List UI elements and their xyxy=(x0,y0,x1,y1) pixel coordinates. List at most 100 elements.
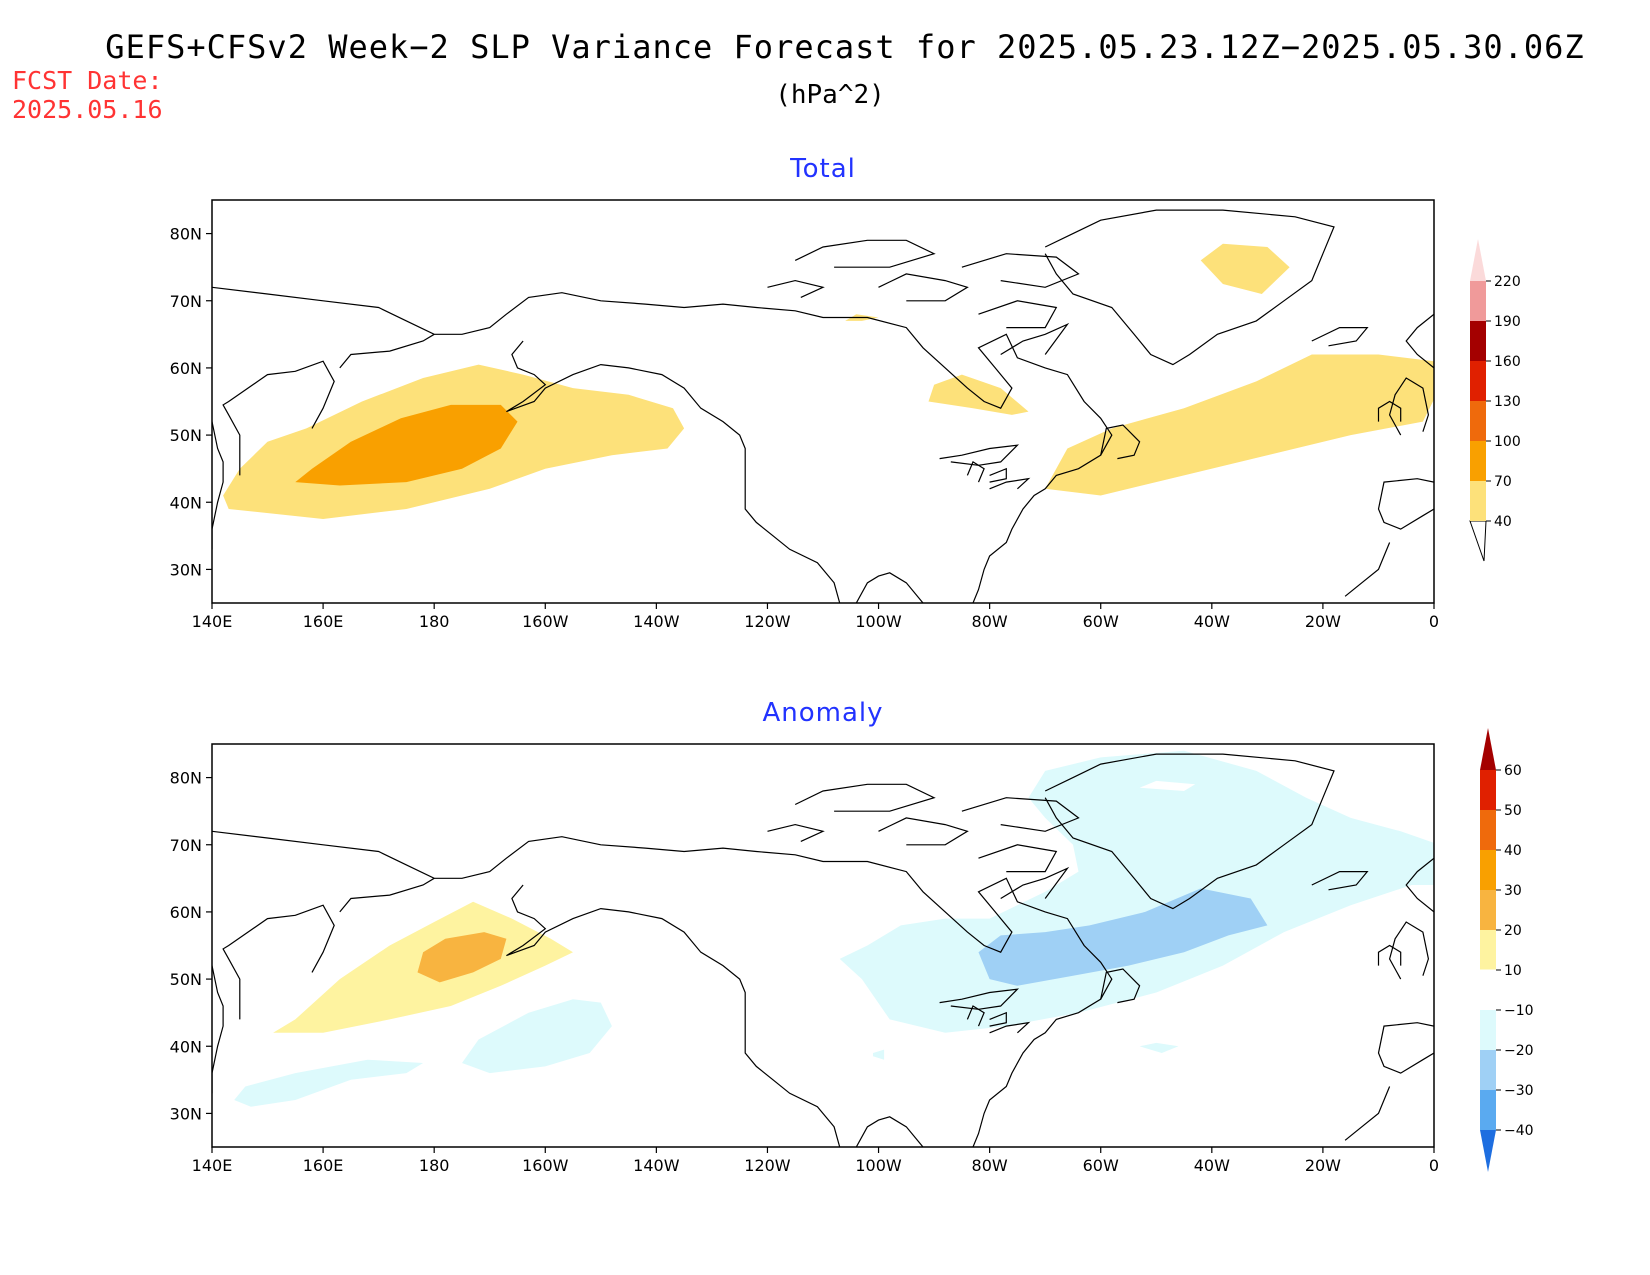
contour-region xyxy=(1139,1042,1179,1053)
colorbar-label: 20 xyxy=(1504,923,1522,939)
contour-region xyxy=(295,404,518,486)
lon-tick-label: 80W xyxy=(972,612,1008,631)
coastline xyxy=(855,572,924,603)
colorbar-label: −10 xyxy=(1504,1003,1534,1019)
coastline xyxy=(767,279,825,298)
colorbar-label: 100 xyxy=(1494,434,1521,450)
anomaly-map-panel: 140E 160E 180 160W 140W 120W 100W 80W 60W 40W 20W 0… xyxy=(170,743,1439,1175)
colorbar-label: 160 xyxy=(1494,354,1521,370)
contour-region xyxy=(462,999,612,1074)
colorbar-box xyxy=(1480,850,1496,890)
colorbar-box xyxy=(1470,481,1486,521)
lon-tick-label: 160W xyxy=(522,1156,569,1175)
coastline xyxy=(978,844,1058,873)
colorbar-box xyxy=(1470,361,1486,401)
colorbar-box xyxy=(1480,1090,1496,1130)
coastline xyxy=(794,239,936,268)
colorbar-label: −30 xyxy=(1504,1083,1534,1099)
colorbar-label: −40 xyxy=(1504,1123,1534,1139)
lon-tick-label: 160E xyxy=(303,612,344,631)
coastline xyxy=(1405,857,1434,913)
coastline xyxy=(1000,866,1070,900)
lat-tick-label: 50N xyxy=(170,426,202,445)
colorbar-box xyxy=(1480,1050,1496,1090)
lon-tick-label: 160W xyxy=(522,612,569,631)
lon-tick-label: 100W xyxy=(855,612,902,631)
forecast-date-block: FCST Date: 2025.05.16 xyxy=(12,66,163,124)
colorbar-upper-triangle xyxy=(1480,728,1496,770)
lon-tick-label: 120W xyxy=(744,1156,791,1175)
coastline xyxy=(961,253,1080,288)
lon-tick-label: 20W xyxy=(1305,612,1341,631)
coastline xyxy=(1377,944,1402,966)
lon-tick-label: 180 xyxy=(419,612,450,631)
lat-tick-label: 40N xyxy=(170,1037,202,1056)
lat-tick-label: 80N xyxy=(170,225,202,244)
coastline xyxy=(989,477,1031,490)
coastline xyxy=(1100,424,1141,460)
coastline xyxy=(1044,209,1335,366)
colorbar-lower-triangle xyxy=(1469,520,1487,562)
coastline xyxy=(222,904,335,1020)
colorbar-box xyxy=(1480,930,1496,970)
map-frame xyxy=(211,199,1435,604)
coastline xyxy=(1344,1086,1391,1141)
coastline xyxy=(1388,921,1430,980)
colorbar-label: 10 xyxy=(1504,963,1522,979)
coastline xyxy=(1000,322,1070,356)
colorbar-label: 30 xyxy=(1504,883,1522,899)
contour-region xyxy=(928,374,1029,415)
units-label: (hPa^2) xyxy=(775,80,885,110)
panel-title-anomaly: Anomaly xyxy=(762,698,884,728)
coastline xyxy=(978,300,1058,329)
lon-tick-label: 80W xyxy=(972,1156,1008,1175)
coastline xyxy=(1377,400,1402,422)
contour-region xyxy=(1045,354,1434,496)
coastline xyxy=(878,817,969,846)
map-title: GEFS+CFSv2 Week−2 SLP Variance Forecast … xyxy=(105,28,1585,66)
total-map-panel: 140E 160E 180 160W 140W 120W 100W 80W 60W 40W 20W 0… xyxy=(170,199,1439,631)
colorbar-box xyxy=(1470,321,1486,361)
lon-tick-label: 140W xyxy=(633,1156,680,1175)
contour-region xyxy=(839,750,1434,1033)
colorbar-box xyxy=(1470,441,1486,481)
lon-tick-label: 20W xyxy=(1305,1156,1341,1175)
contour-region xyxy=(417,932,507,983)
anomaly-colorbar: 60 50 40 30 20 10 −10 −20 −30 −40 xyxy=(1479,728,1534,1172)
coastlines xyxy=(212,753,1434,1147)
lon-tick-label: 120W xyxy=(744,612,791,631)
lon-tick-label: 180 xyxy=(419,1156,450,1175)
coastline xyxy=(1388,377,1430,436)
lon-tick-label: 140E xyxy=(192,612,233,631)
colorbar-label: −20 xyxy=(1504,1043,1534,1059)
coastline xyxy=(1100,968,1141,1004)
lat-tick-label: 60N xyxy=(170,359,202,378)
coastline xyxy=(989,467,1007,483)
coastline xyxy=(212,830,1113,1147)
coastline xyxy=(339,333,435,369)
panel-title-total: Total xyxy=(790,154,856,184)
total-colorbar: 40 70 100 130 160 190 220 xyxy=(1469,239,1521,562)
contour-region xyxy=(1139,780,1196,791)
contour-region xyxy=(873,1049,885,1060)
coastline xyxy=(939,444,1020,466)
coastline xyxy=(1311,871,1369,891)
coastline xyxy=(1405,313,1434,369)
colorbar-upper-triangle xyxy=(1470,239,1486,281)
lat-tick-label: 70N xyxy=(170,836,202,855)
coastline xyxy=(212,421,224,550)
coastline xyxy=(1377,478,1434,530)
lon-tick-label: 100W xyxy=(855,1156,902,1175)
lon-tick-label: 40W xyxy=(1194,612,1230,631)
colorbar-label: 50 xyxy=(1504,803,1522,819)
lon-tick-label: 60W xyxy=(1083,612,1119,631)
coastline xyxy=(506,340,841,603)
colorbar-label: 40 xyxy=(1504,843,1522,859)
coastlines xyxy=(212,209,1434,603)
colorbar-box xyxy=(1470,401,1486,441)
colorbar-label: 190 xyxy=(1494,314,1521,330)
map-frame xyxy=(211,743,1435,1148)
colorbar-label: 70 xyxy=(1494,474,1512,490)
fcst-label: FCST Date: xyxy=(12,66,163,95)
coastline xyxy=(966,461,985,483)
